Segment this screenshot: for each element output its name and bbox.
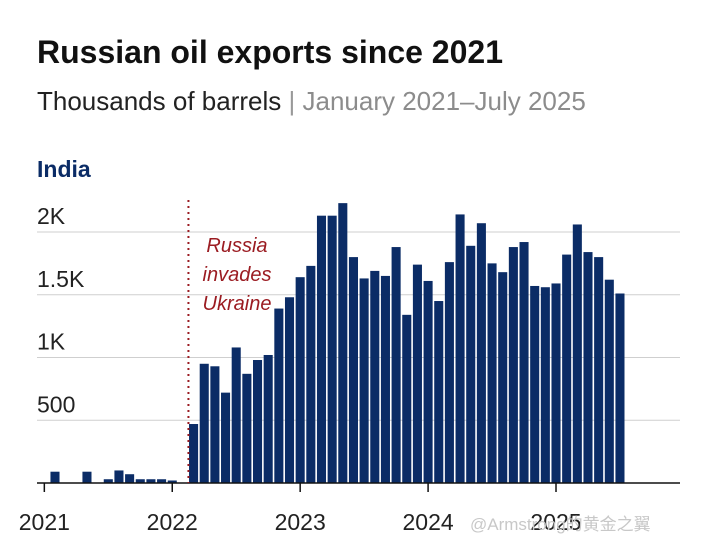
x-tick-label: 2021	[19, 509, 70, 535]
x-tick-label: 2025	[530, 509, 581, 535]
bar	[508, 247, 518, 483]
chart-subtitle: Thousands of barrels | January 2021–July…	[37, 86, 586, 117]
panel-label: India	[37, 156, 91, 182]
bar	[402, 314, 412, 483]
bar	[348, 257, 358, 483]
bar	[231, 347, 241, 483]
bar	[242, 373, 252, 483]
bar	[572, 224, 582, 483]
bar	[380, 275, 390, 483]
subtitle-unit: Thousands of barrels	[37, 86, 282, 116]
subtitle-separator: |	[288, 86, 296, 116]
annotation-label: invades	[203, 264, 272, 286]
bar	[604, 279, 614, 483]
chart-title: Russian oil exports since 2021	[37, 34, 503, 70]
y-tick-label: 2K	[37, 203, 66, 229]
bar	[263, 354, 273, 483]
y-tick-label: 1K	[37, 329, 66, 355]
bar	[50, 471, 60, 483]
bar	[594, 257, 604, 483]
bar	[210, 366, 220, 483]
bar	[476, 223, 486, 483]
x-tick-label: 2022	[147, 509, 198, 535]
bar	[370, 270, 380, 483]
bar	[221, 392, 231, 483]
watermark: @Armstrong的黄金之翼	[470, 515, 651, 534]
bar	[189, 424, 199, 483]
bar	[306, 265, 316, 483]
bar	[487, 263, 497, 483]
bar	[125, 474, 135, 483]
bar	[540, 287, 550, 483]
y-tick-label: 1.5K	[37, 266, 85, 292]
bar	[327, 215, 337, 483]
bar	[167, 480, 177, 483]
bar	[615, 293, 625, 483]
bar	[519, 242, 529, 483]
annotation-label: Ukraine	[203, 293, 272, 315]
bar	[157, 479, 167, 483]
x-tick-label: 2023	[275, 509, 326, 535]
bar	[583, 252, 593, 483]
bar	[284, 297, 295, 483]
bar	[434, 301, 444, 483]
bar	[444, 262, 454, 483]
bar	[316, 215, 327, 483]
bar	[498, 272, 508, 483]
bar	[466, 245, 476, 483]
bar	[423, 280, 433, 483]
bar	[82, 471, 92, 483]
y-tick-label: 500	[37, 391, 75, 417]
bar	[274, 308, 284, 483]
bar	[455, 214, 465, 483]
annotation-label: Russia	[206, 235, 267, 257]
bar	[114, 470, 124, 483]
bar	[551, 283, 561, 483]
bar	[295, 277, 305, 483]
subtitle-date-range: January 2021–July 2025	[302, 86, 586, 116]
bar	[562, 254, 572, 483]
bar	[253, 360, 263, 483]
x-tick-label: 2024	[403, 509, 454, 535]
bar	[412, 264, 422, 483]
bar	[391, 247, 401, 483]
bar	[103, 479, 113, 483]
bar	[338, 203, 348, 483]
bar	[135, 479, 145, 483]
bar	[199, 363, 209, 483]
bar	[359, 278, 369, 483]
bar	[146, 479, 156, 483]
bar	[530, 285, 540, 483]
